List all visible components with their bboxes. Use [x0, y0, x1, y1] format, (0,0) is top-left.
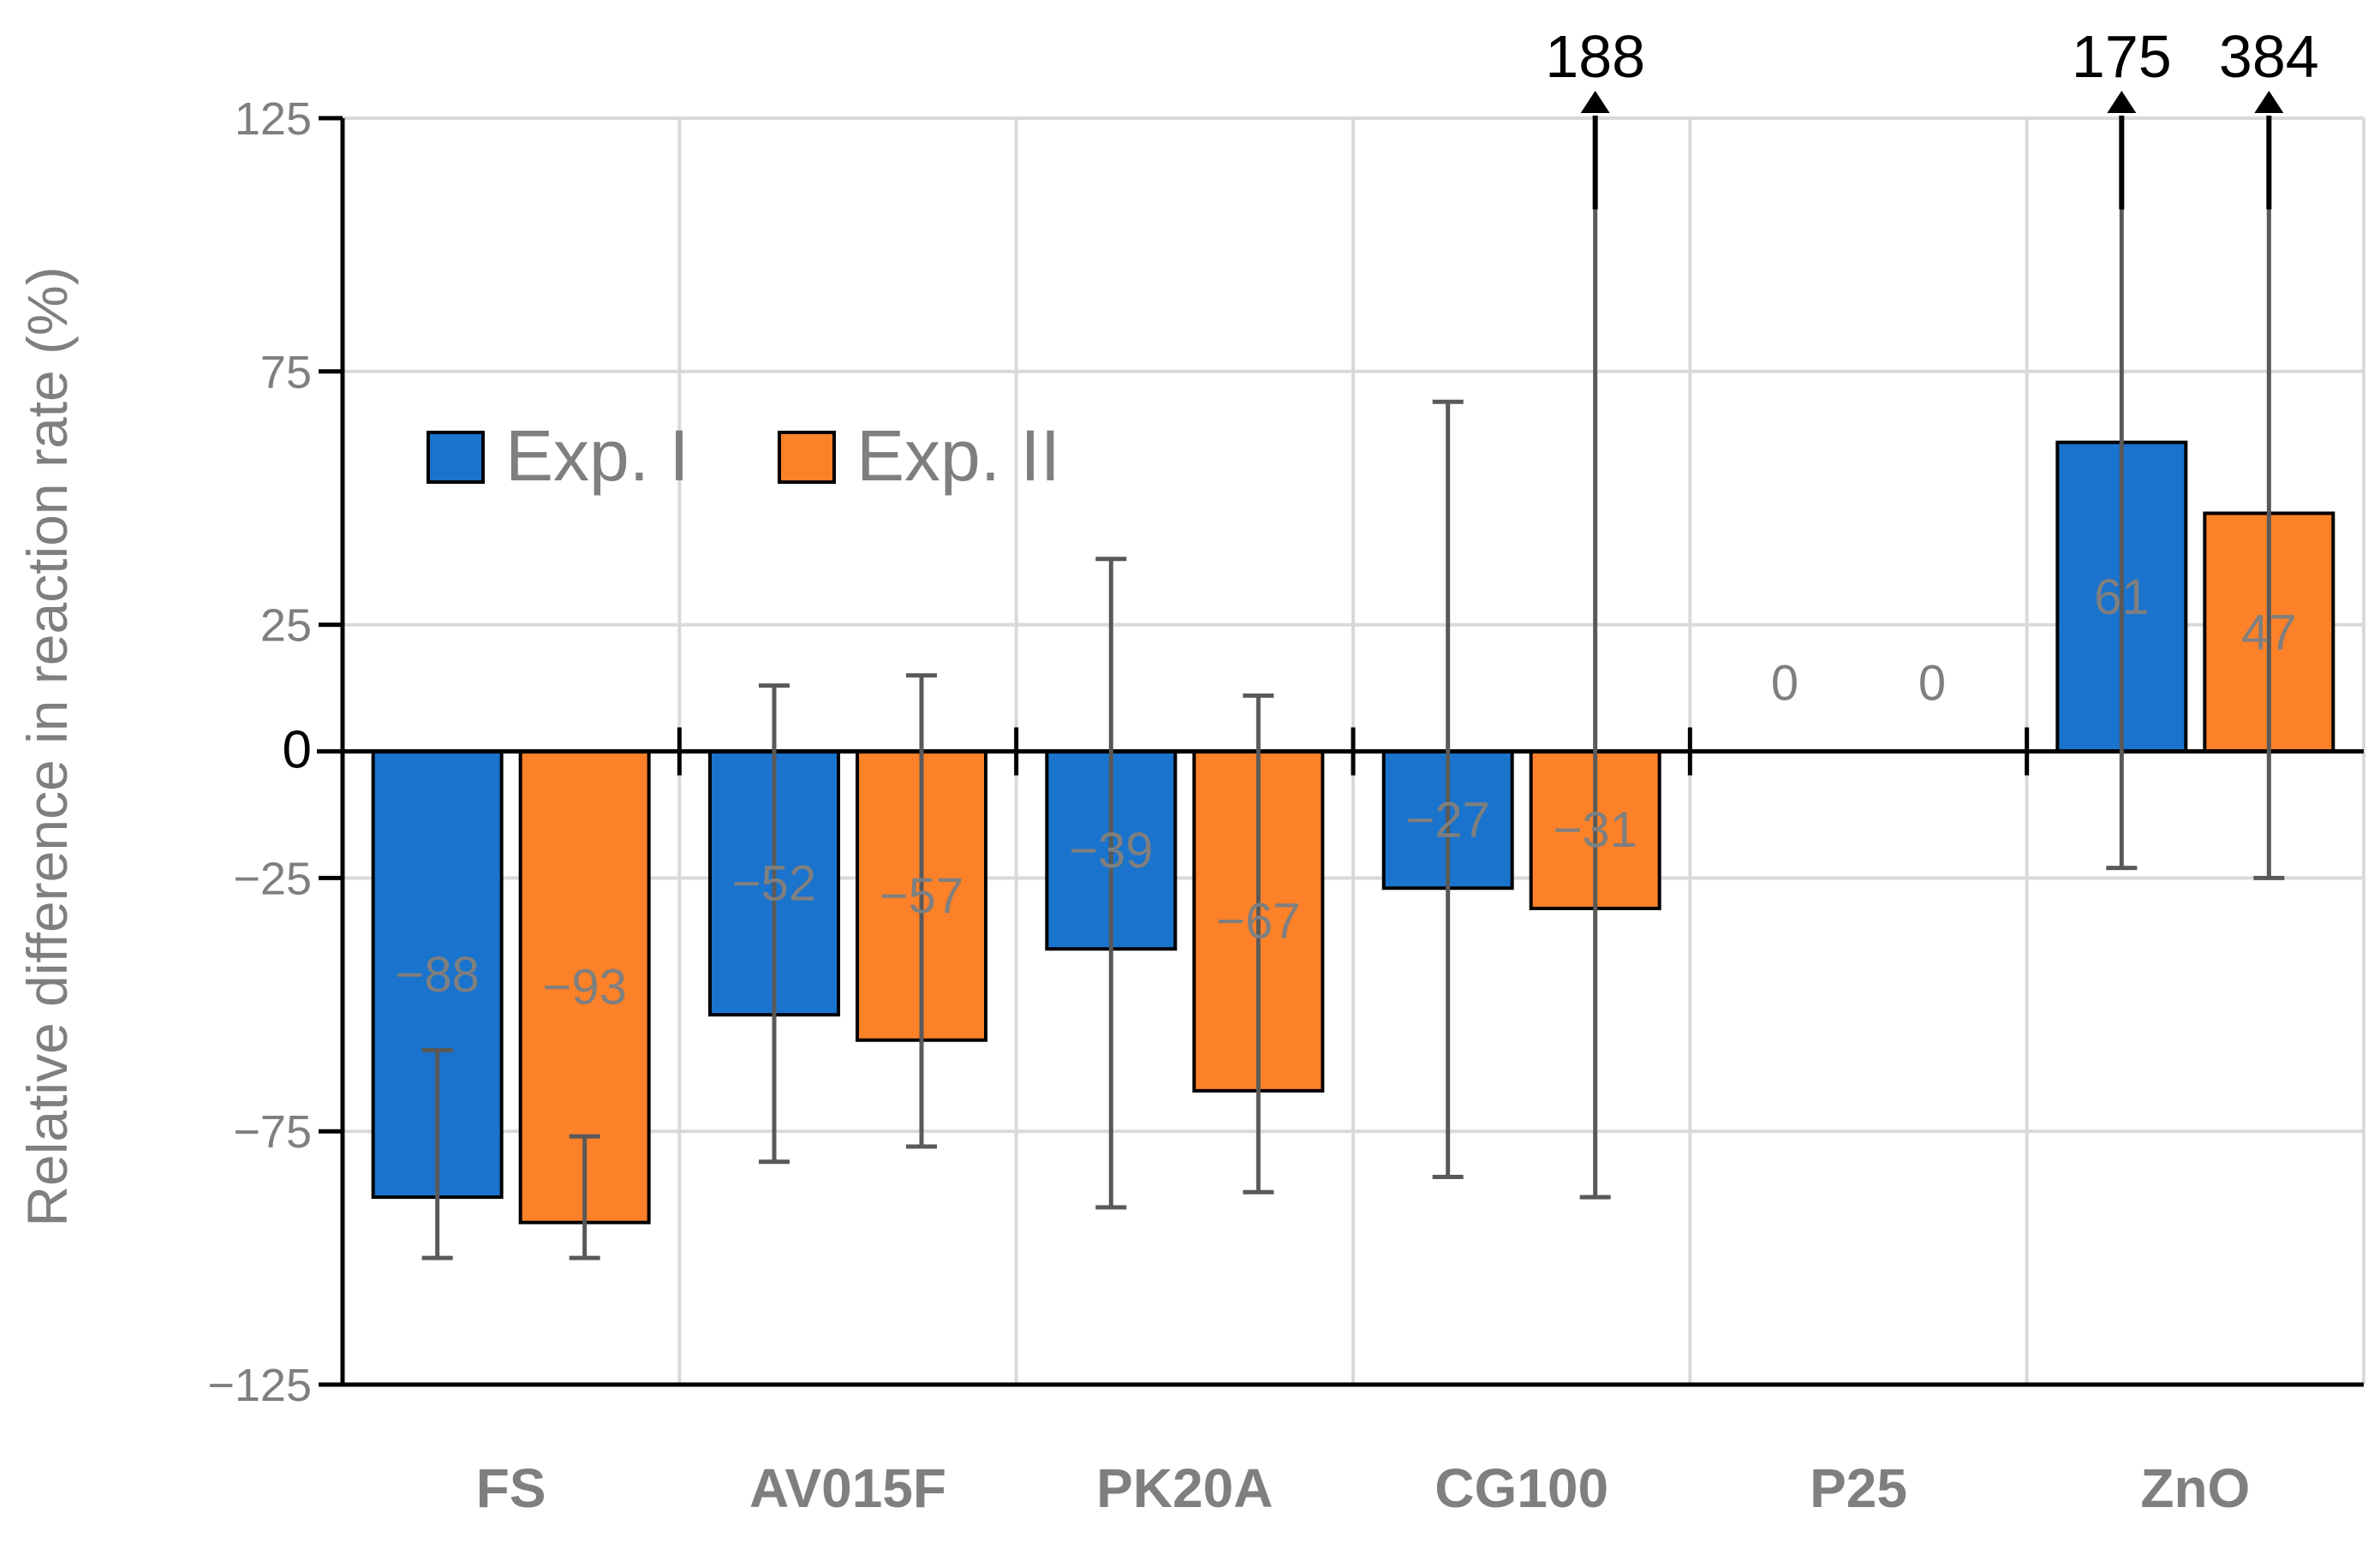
x-tick-label: P25: [1810, 1457, 1907, 1519]
error-arrowhead: [1580, 91, 1610, 113]
data-label: −93: [542, 960, 626, 1016]
data-label: −27: [1405, 792, 1489, 848]
x-tick-label: AV015F: [749, 1457, 946, 1519]
error-bars: 175 188 384: [421, 23, 2319, 1260]
data-label: 0: [1918, 656, 1946, 712]
x-tick-label: FS: [476, 1457, 546, 1519]
y-tick-label: −25: [233, 853, 312, 904]
y-tick-label: 0: [283, 721, 312, 780]
x-tick-label: ZnO: [2140, 1457, 2250, 1519]
legend-label: Exp. II: [856, 415, 1060, 496]
error-overflow-label: 384: [2219, 23, 2319, 90]
y-tick-label: 25: [260, 600, 312, 652]
error-overflow-label: 175: [2072, 23, 2172, 90]
y-axis-label: Relative difference in reaction rate (%): [15, 266, 79, 1226]
x-tick-label: PK20A: [1096, 1457, 1273, 1519]
legend: Exp. I Exp. II: [426, 415, 1060, 496]
data-label: 0: [1771, 656, 1798, 712]
data-label: 61: [2094, 569, 2150, 625]
y-tick-label: 75: [260, 347, 312, 398]
data-labels: −88 −52 −39 −27 0 61 −93 −57 −67 −31 0 47: [395, 569, 2296, 1016]
data-label: −67: [1216, 894, 1300, 950]
legend-swatch: [426, 431, 485, 484]
axes: 125 75 25 0 −25 −75 −125 FS AV015F PK20A CG100 P25 Z…: [207, 93, 2364, 1519]
error-arrowhead: [2107, 91, 2137, 113]
legend-swatch: [778, 431, 836, 484]
legend-label: Exp. I: [505, 415, 689, 496]
data-label: −52: [732, 855, 816, 911]
data-label: −31: [1553, 802, 1637, 858]
x-tick-label: CG100: [1435, 1457, 1608, 1519]
error-arrowhead: [2254, 91, 2284, 113]
y-tick-label: −125: [207, 1360, 312, 1411]
data-label: −39: [1069, 823, 1153, 879]
y-tick-label: −75: [233, 1106, 312, 1158]
data-label: −57: [880, 868, 963, 924]
data-label: −88: [395, 947, 479, 1003]
error-overflow-label: 188: [1545, 23, 1645, 90]
data-label: 47: [2241, 605, 2297, 660]
y-tick-label: 125: [235, 93, 312, 145]
